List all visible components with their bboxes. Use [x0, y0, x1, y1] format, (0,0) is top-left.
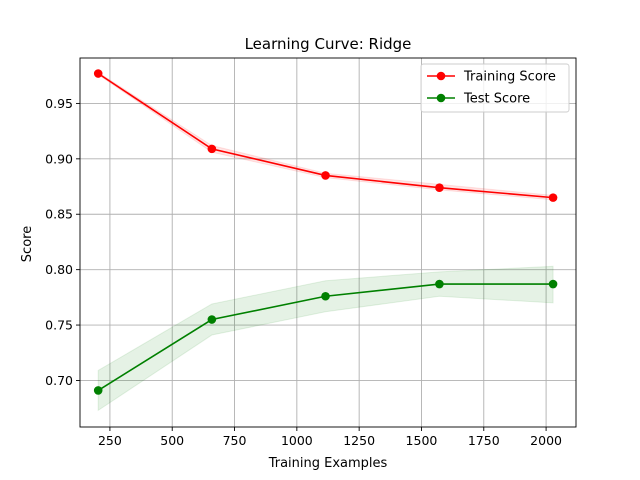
training-score-point: [93, 69, 103, 78]
x-axis-label: Training Examples: [268, 456, 388, 471]
legend-training-score-marker: [436, 71, 446, 81]
y-tick-label: 0.80: [45, 262, 73, 277]
test-score-point: [435, 279, 444, 289]
test-score-point: [93, 386, 103, 395]
x-tick-label: 250: [98, 433, 122, 448]
y-axis-label: Score: [20, 226, 35, 262]
training-score-point: [321, 171, 330, 180]
legend-test-score-label: Test Score: [463, 92, 530, 107]
legend: Training Score Test Score: [420, 63, 570, 113]
x-tick-label: 1000: [281, 433, 313, 448]
axis-ticks: 250 500 750 1000 1250 1500 1750 2000 0.70 0.75 0.8…: [45, 96, 562, 448]
training-score-point: [548, 193, 558, 202]
x-tick-label: 1250: [343, 433, 375, 448]
y-tick-label: 0.90: [45, 151, 73, 166]
test-score-point: [548, 279, 558, 289]
x-tick-label: 2000: [530, 433, 562, 448]
series-points: [93, 69, 558, 395]
x-tick-label: 1500: [406, 433, 438, 448]
x-tick-label: 1750: [468, 433, 500, 448]
plot-frame: [79, 57, 577, 428]
y-tick-label: 0.85: [45, 207, 73, 222]
x-tick-label: 750: [223, 433, 247, 448]
y-tick-label: 0.75: [45, 318, 73, 333]
y-tick-label: 0.95: [45, 96, 73, 111]
legend-training-score-label: Training Score: [463, 70, 556, 85]
training-score-point: [435, 183, 444, 192]
legend-test-score-marker: [436, 93, 446, 103]
x-tick-label: 500: [160, 433, 184, 448]
y-tick-label: 0.70: [45, 373, 73, 388]
training-score-point: [207, 144, 217, 154]
legend-box: [420, 63, 570, 113]
grid: [80, 58, 576, 427]
test-score-point: [207, 315, 217, 324]
test-score-point: [321, 291, 330, 301]
chart-title: Learning Curve: Ridge: [245, 35, 412, 53]
